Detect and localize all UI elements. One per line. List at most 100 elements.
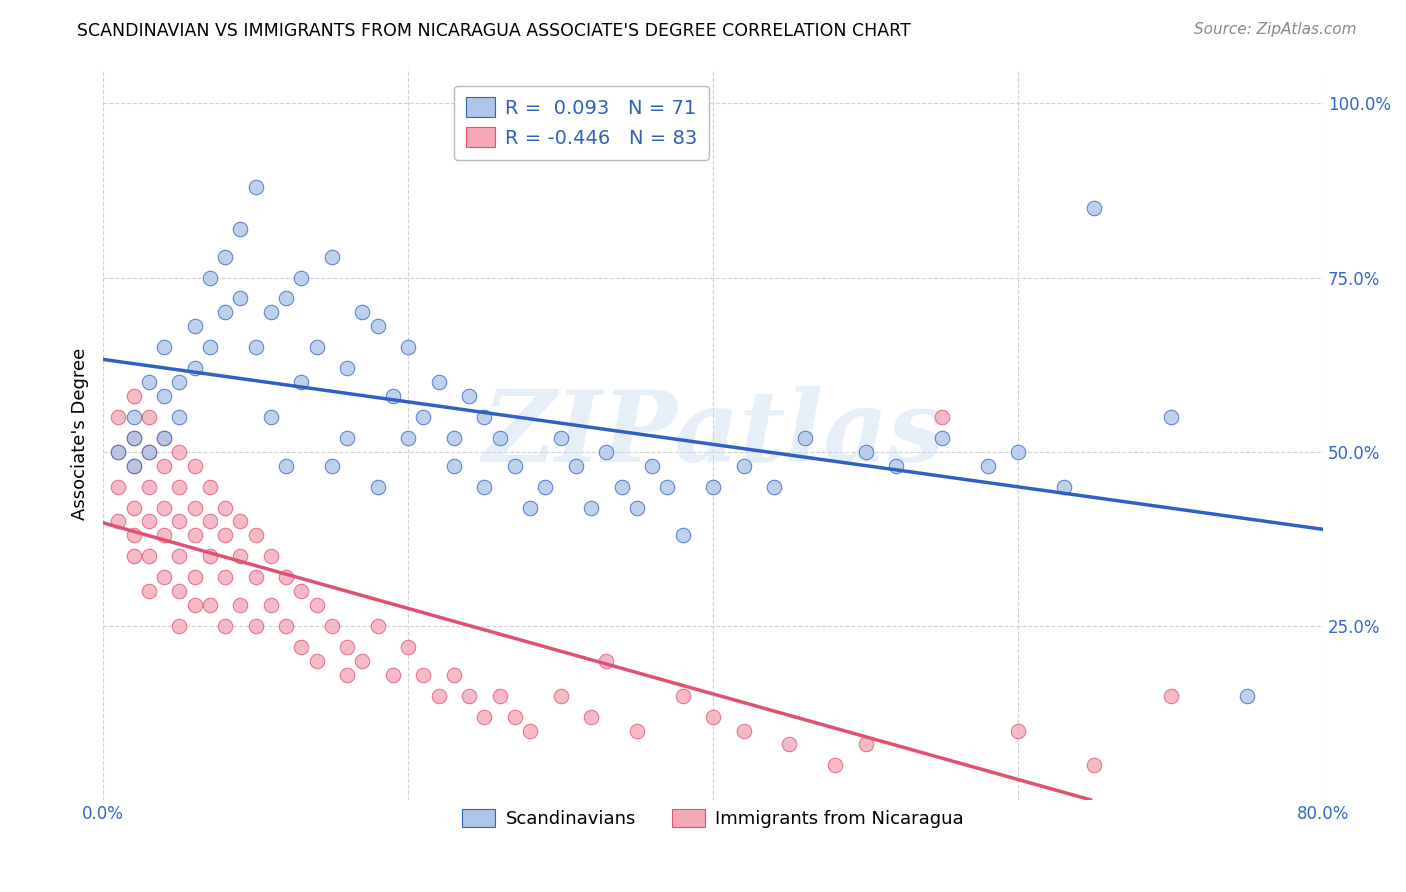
- Point: [122, 458, 145, 473]
- Point: [396, 431, 419, 445]
- Point: [183, 319, 205, 334]
- Point: [183, 598, 205, 612]
- Point: [107, 444, 129, 458]
- Point: [519, 500, 541, 515]
- Point: [169, 515, 191, 529]
- Point: [214, 305, 236, 319]
- Point: [427, 689, 450, 703]
- Point: [138, 375, 160, 389]
- Point: [443, 431, 465, 445]
- Point: [214, 528, 236, 542]
- Point: [488, 689, 510, 703]
- Point: [824, 758, 846, 772]
- Point: [1160, 689, 1182, 703]
- Point: [183, 570, 205, 584]
- Point: [138, 480, 160, 494]
- Point: [412, 409, 434, 424]
- Point: [198, 340, 221, 354]
- Point: [229, 515, 252, 529]
- Legend: Scandinavians, Immigrants from Nicaragua: Scandinavians, Immigrants from Nicaragua: [456, 801, 972, 835]
- Point: [245, 528, 267, 542]
- Point: [153, 528, 176, 542]
- Point: [733, 723, 755, 738]
- Point: [198, 515, 221, 529]
- Point: [260, 409, 283, 424]
- Point: [153, 431, 176, 445]
- Point: [290, 375, 312, 389]
- Point: [565, 458, 588, 473]
- Point: [579, 500, 602, 515]
- Point: [198, 549, 221, 564]
- Point: [458, 389, 481, 403]
- Point: [122, 528, 145, 542]
- Point: [519, 723, 541, 738]
- Point: [107, 480, 129, 494]
- Point: [214, 619, 236, 633]
- Point: [214, 500, 236, 515]
- Point: [595, 444, 617, 458]
- Point: [672, 528, 695, 542]
- Point: [550, 431, 572, 445]
- Point: [122, 458, 145, 473]
- Point: [153, 340, 176, 354]
- Point: [198, 270, 221, 285]
- Point: [1007, 444, 1029, 458]
- Point: [169, 480, 191, 494]
- Point: [138, 444, 160, 458]
- Point: [245, 570, 267, 584]
- Point: [305, 598, 328, 612]
- Point: [321, 619, 343, 633]
- Point: [169, 619, 191, 633]
- Point: [367, 319, 389, 334]
- Point: [169, 375, 191, 389]
- Y-axis label: Associate's Degree: Associate's Degree: [72, 348, 89, 521]
- Point: [641, 458, 664, 473]
- Point: [198, 598, 221, 612]
- Point: [138, 444, 160, 458]
- Point: [702, 480, 724, 494]
- Point: [245, 619, 267, 633]
- Point: [169, 409, 191, 424]
- Point: [488, 431, 510, 445]
- Point: [183, 458, 205, 473]
- Point: [153, 570, 176, 584]
- Point: [1083, 201, 1105, 215]
- Point: [122, 500, 145, 515]
- Point: [138, 549, 160, 564]
- Point: [290, 640, 312, 654]
- Point: [443, 667, 465, 681]
- Point: [610, 480, 633, 494]
- Point: [1053, 480, 1076, 494]
- Point: [931, 409, 953, 424]
- Point: [1236, 689, 1258, 703]
- Point: [396, 340, 419, 354]
- Point: [122, 431, 145, 445]
- Point: [122, 389, 145, 403]
- Point: [503, 458, 526, 473]
- Point: [412, 667, 434, 681]
- Point: [276, 292, 298, 306]
- Point: [169, 444, 191, 458]
- Point: [321, 458, 343, 473]
- Point: [336, 361, 359, 376]
- Text: ZIPatlas: ZIPatlas: [482, 386, 945, 483]
- Point: [931, 431, 953, 445]
- Point: [290, 270, 312, 285]
- Point: [276, 458, 298, 473]
- Point: [169, 584, 191, 599]
- Point: [138, 515, 160, 529]
- Point: [1007, 723, 1029, 738]
- Point: [198, 480, 221, 494]
- Point: [183, 500, 205, 515]
- Point: [626, 500, 648, 515]
- Point: [427, 375, 450, 389]
- Point: [169, 549, 191, 564]
- Point: [336, 667, 359, 681]
- Point: [214, 570, 236, 584]
- Point: [855, 738, 877, 752]
- Point: [229, 598, 252, 612]
- Text: Source: ZipAtlas.com: Source: ZipAtlas.com: [1194, 22, 1357, 37]
- Point: [579, 709, 602, 723]
- Point: [305, 340, 328, 354]
- Point: [260, 598, 283, 612]
